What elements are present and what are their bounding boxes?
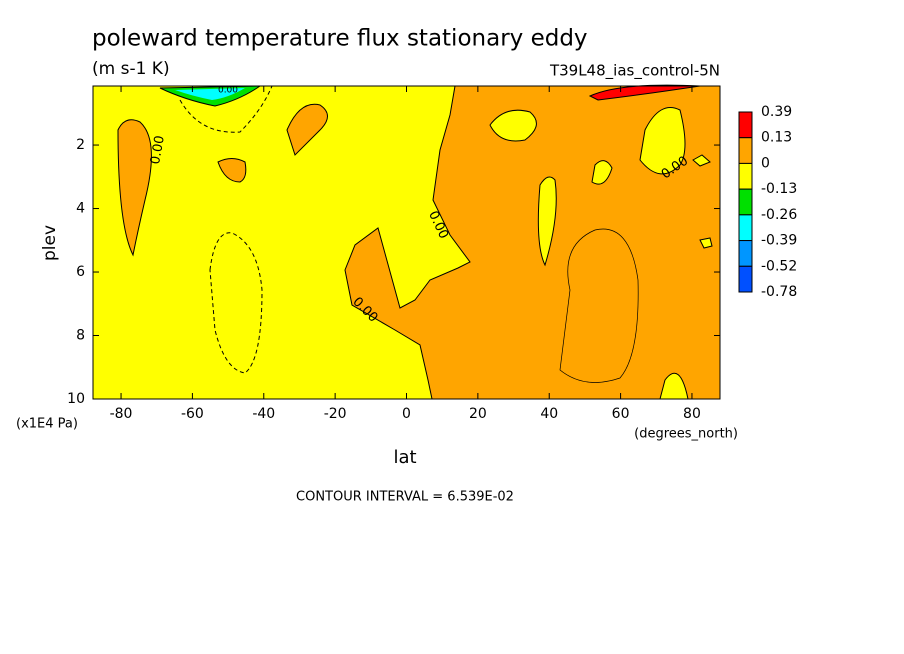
colorbar-box <box>738 162 753 190</box>
y-tick-label: 8 <box>76 328 85 344</box>
colorbar-label: -0.26 <box>761 207 797 223</box>
units: (m s-1 K) <box>92 59 170 79</box>
x-tick-label: -80 <box>110 406 133 422</box>
dataset: T39L48_ias_control-5N <box>549 62 720 81</box>
positive-island <box>286 103 328 156</box>
contour-field <box>93 84 721 400</box>
y-tick-label: 2 <box>76 137 85 153</box>
negative-island <box>692 154 711 167</box>
colorbar-label: 0 <box>761 155 770 171</box>
y-units: (x1E4 Pa) <box>16 417 78 432</box>
colorbar-box <box>738 137 753 164</box>
negative-island <box>639 107 686 175</box>
x-tick-label: 80 <box>683 406 701 422</box>
x-tick-label: -40 <box>252 406 275 422</box>
chart-title: poleward temperature flux stationary edd… <box>92 26 588 52</box>
x-tick-label: 40 <box>540 406 558 422</box>
colorbar-label: 0.39 <box>761 104 792 120</box>
dashed-contour <box>209 232 263 374</box>
negative-island <box>699 237 713 249</box>
positive-island <box>117 119 152 257</box>
y-axis-label: plev <box>40 225 60 261</box>
negative-island <box>537 176 557 267</box>
contour-label: 0.00 <box>218 86 238 96</box>
x-units: (degrees_north) <box>634 427 738 442</box>
dashed-contour <box>179 85 273 133</box>
footnote: CONTOUR INTERVAL = 6.539E-02 <box>296 490 514 505</box>
y-tick-label: 10 <box>67 391 85 407</box>
x-tick-label: 20 <box>469 406 487 422</box>
colorbar-label: -0.78 <box>761 284 797 300</box>
colorbar-label: -0.13 <box>761 181 797 197</box>
x-tick-label: 60 <box>612 406 630 422</box>
thin-contour <box>559 228 639 383</box>
colorbar-box <box>738 214 753 242</box>
positive-region <box>344 85 721 400</box>
colorbar-box <box>738 111 753 139</box>
colorbar-label: 0.13 <box>761 130 792 146</box>
negative-island <box>591 160 613 185</box>
y-tick-label: 6 <box>76 264 85 280</box>
contour-label: 0.00 <box>148 134 168 165</box>
negative-island <box>489 109 537 142</box>
colorbar-box <box>738 265 753 293</box>
colorbar-box <box>738 240 753 267</box>
colorbar-box <box>738 188 753 216</box>
positive-island <box>217 158 247 183</box>
colorbar-label: -0.52 <box>761 258 797 274</box>
x-tick-label: 0 <box>402 406 411 422</box>
x-tick-label: -60 <box>181 406 204 422</box>
colorbar-label: -0.39 <box>761 233 797 249</box>
x-tick-label: -20 <box>324 406 347 422</box>
x-axis-label: lat <box>393 447 416 468</box>
y-tick-label: 4 <box>76 201 85 217</box>
